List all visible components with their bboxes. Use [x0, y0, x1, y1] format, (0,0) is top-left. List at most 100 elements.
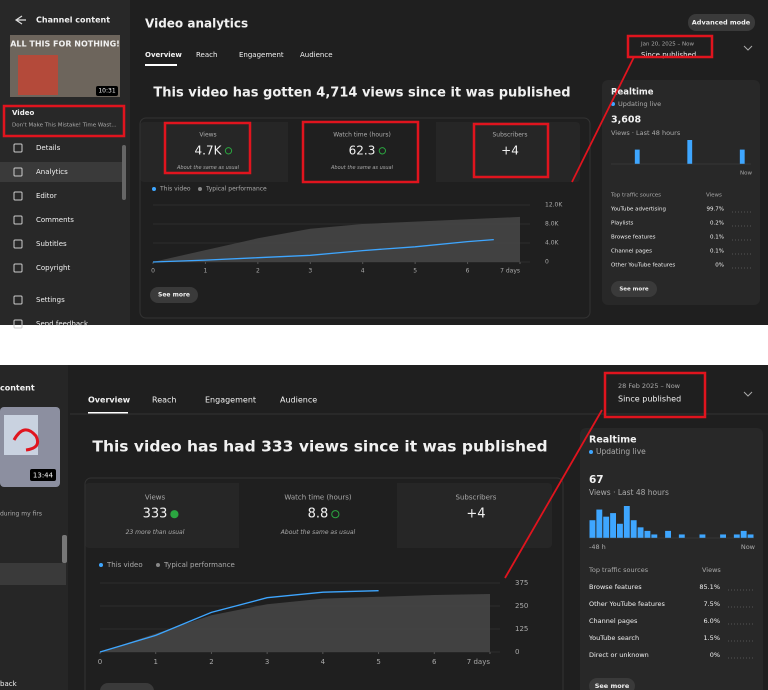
traffic-source: Browse features: [589, 583, 642, 591]
y-tick-label: 8.0K: [545, 221, 560, 228]
see-more-button[interactable]: [589, 678, 635, 690]
realtime-bar: [623, 506, 630, 538]
video-title: during my firs: [0, 511, 42, 518]
metric-note: 23 more than usual: [126, 529, 185, 536]
traffic-source: Other YouTube features: [611, 263, 675, 269]
y-tick-label: 4.0K: [545, 240, 560, 247]
see-more-label[interactable]: See more: [619, 287, 649, 293]
nav-icon: [13, 143, 23, 153]
x-tick-label: 3: [308, 268, 312, 275]
traffic-value: 0%: [715, 263, 724, 269]
x-tick-label: 7 days: [467, 658, 491, 666]
nav-item[interactable]: Settings: [36, 296, 65, 304]
scrollbar: [122, 145, 126, 200]
y-tick-label: 375: [515, 579, 528, 587]
realtime-bar: [637, 527, 644, 538]
realtime-bar: [644, 530, 651, 538]
realtime-bar: [603, 516, 610, 538]
y-tick-label: 0: [515, 648, 519, 656]
traffic-value: 6.0%: [703, 617, 720, 625]
traffic-value: 0.1%: [710, 249, 724, 255]
tab[interactable]: Overview: [88, 396, 131, 405]
metric-label: Views: [199, 132, 216, 139]
x-tick-label: 5: [376, 658, 380, 666]
metric-value: +4: [501, 143, 519, 157]
realtime-bar: [610, 513, 616, 538]
nav-selected: [0, 563, 66, 585]
traffic-source: Direct or unknown: [589, 651, 649, 659]
nav-item[interactable]: Comments: [36, 216, 74, 224]
realtime-value: 67: [589, 474, 604, 486]
duration-badge: [30, 469, 56, 481]
see-more-label[interactable]: See more: [595, 682, 630, 690]
realtime-bar: [678, 534, 685, 538]
nav-item[interactable]: Copyright: [36, 264, 70, 272]
realtime-card: [580, 428, 763, 690]
x-tick-label: 4: [361, 268, 365, 275]
tab[interactable]: Engagement: [239, 51, 284, 59]
thumbnail-scene: [18, 55, 58, 95]
annotation-arrow: [504, 409, 603, 579]
nav-icon: [13, 191, 23, 201]
annotation-box: [163, 121, 252, 175]
nav-icon: [13, 319, 23, 329]
tab[interactable]: Reach: [152, 396, 177, 405]
nav-icon: [13, 263, 23, 273]
duration: 13:44: [33, 472, 54, 480]
chevron: [743, 45, 753, 51]
traffic-header: Views: [702, 566, 721, 574]
tab[interactable]: Overview: [145, 51, 182, 59]
tab[interactable]: Audience: [280, 396, 317, 405]
metric-note: About the same as usual: [176, 165, 240, 171]
realtime-bar: [747, 534, 754, 538]
x-tick-label: 0: [98, 658, 102, 666]
video-title: Don't Make This Mistake! Time Wast...: [12, 123, 117, 129]
traffic-header: Top traffic sources: [610, 193, 661, 199]
status-icon: [378, 147, 387, 155]
legend-label: Typical performance: [205, 186, 267, 193]
content-frame: [84, 477, 564, 690]
traffic-source: Channel pages: [611, 249, 652, 255]
tab[interactable]: Reach: [196, 51, 217, 59]
nav-item[interactable]: Send feedback: [36, 320, 89, 328]
x-tick-label: 6: [432, 658, 437, 666]
realtime-bar: [740, 530, 747, 538]
legend-swatch: [156, 563, 160, 567]
see-more-label[interactable]: See more: [158, 292, 190, 299]
nav-icon: [13, 239, 23, 249]
realtime-bar: [634, 149, 640, 164]
traffic-value: 1.5%: [703, 634, 720, 642]
nav-selected: [0, 162, 122, 182]
realtime-bar: [687, 140, 693, 164]
realtime-title: Realtime: [589, 435, 637, 446]
bars-axis-label: Now: [741, 543, 756, 551]
legend-label: Typical performance: [163, 561, 235, 569]
nav-item[interactable]: Analytics: [36, 168, 68, 176]
see-more-button[interactable]: [611, 281, 657, 297]
advanced-mode-label[interactable]: Advanced mode: [692, 19, 751, 27]
advanced-mode-button[interactable]: [688, 14, 755, 31]
realtime-bar: [596, 509, 603, 538]
metric-value: +4: [466, 507, 485, 522]
realtime-bar: [699, 534, 706, 538]
realtime-bar: [733, 534, 740, 538]
tab[interactable]: Audience: [300, 51, 333, 59]
nav-item[interactable]: Details: [36, 144, 61, 152]
annotation-box: [626, 34, 714, 59]
see-more-button: [100, 683, 154, 690]
see-more-button[interactable]: [150, 287, 198, 303]
series-line: [152, 238, 494, 263]
metric-note: About the same as usual: [280, 529, 356, 536]
nav-item[interactable]: Editor: [36, 192, 57, 200]
metric-label: Subscribers: [456, 493, 497, 501]
traffic-value: 85.1%: [699, 583, 720, 591]
traffic-value: 99.7%: [707, 207, 724, 213]
status-icon: [331, 510, 340, 519]
traffic-header: Views: [706, 193, 722, 199]
realtime-bar: [739, 149, 745, 164]
nav-item[interactable]: Subtitles: [36, 240, 67, 248]
date-range: 28 Feb 2025 – Now: [618, 382, 681, 390]
x-tick-label: 7 days: [500, 268, 520, 275]
tab[interactable]: Engagement: [205, 396, 256, 405]
